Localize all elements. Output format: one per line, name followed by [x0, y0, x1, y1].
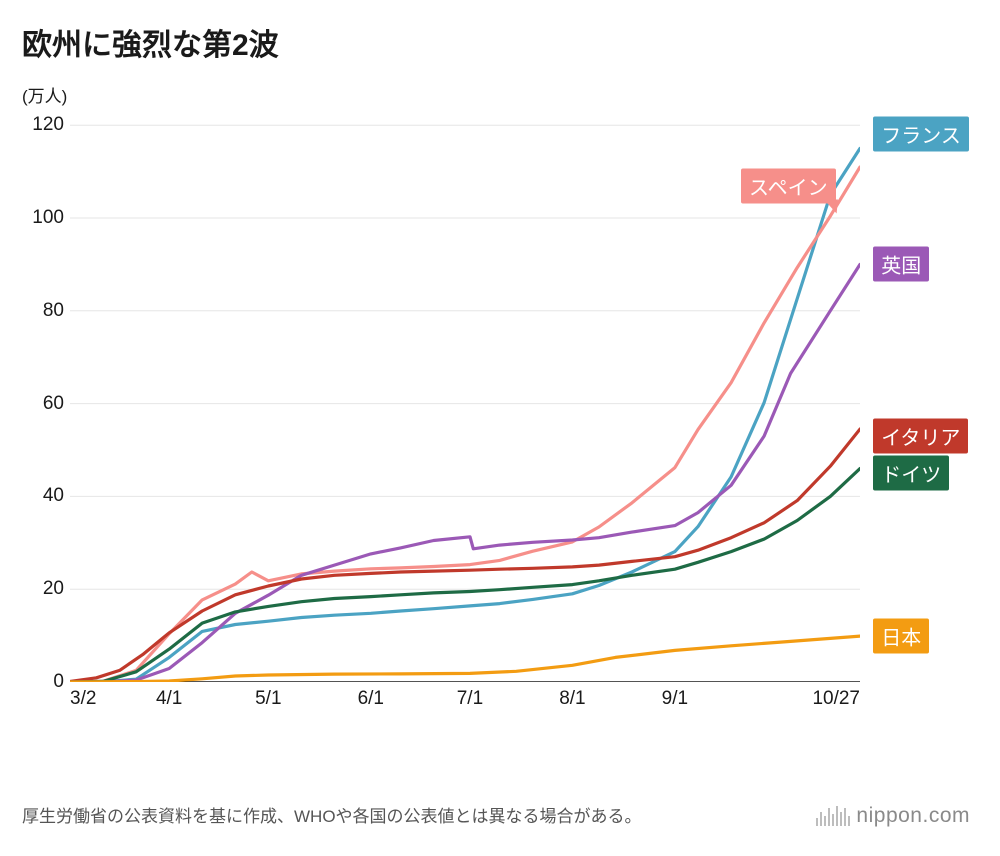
y-tick-label: 40 [24, 485, 64, 507]
x-tick-label: 6/1 [358, 688, 384, 710]
series-label: イタリア [873, 419, 968, 454]
brand-name: nippon.com [856, 804, 970, 828]
series-label: フランス [873, 117, 969, 152]
logo-bars-icon [816, 806, 850, 826]
x-tick-label: 3/2 [70, 688, 96, 710]
y-tick-label: 100 [24, 207, 64, 229]
x-tick-label: 10/27 [812, 688, 860, 710]
x-tick-label: 7/1 [457, 688, 483, 710]
y-tick-label: 20 [24, 578, 64, 600]
y-axis-unit: (万人) [0, 64, 1000, 107]
y-tick-label: 120 [24, 114, 64, 136]
series-label: 日本 [873, 618, 929, 653]
brand-logo: nippon.com [816, 804, 970, 828]
chart-title: 欧州に強烈な第2波 [0, 0, 1000, 64]
y-tick-label: 60 [24, 393, 64, 415]
x-tick-label: 5/1 [255, 688, 281, 710]
series-label: ドイツ [873, 456, 949, 491]
x-tick-label: 4/1 [156, 688, 182, 710]
series-label: スペイン [741, 168, 836, 203]
x-tick-label: 8/1 [559, 688, 585, 710]
series-label: 英国 [873, 247, 929, 282]
y-tick-label: 80 [24, 300, 64, 322]
y-tick-label: 0 [24, 671, 64, 693]
chart-area: 0 20 40 60 80 100 120 3/2 4/1 5/1 6/1 7/1 8/1 9/1 10/2… [22, 102, 978, 722]
x-tick-label: 9/1 [662, 688, 688, 710]
chart-footnote: 厚生労働省の公表資料を基に作成、WHOや各国の公表値とは異なる場合がある。 [22, 805, 662, 830]
